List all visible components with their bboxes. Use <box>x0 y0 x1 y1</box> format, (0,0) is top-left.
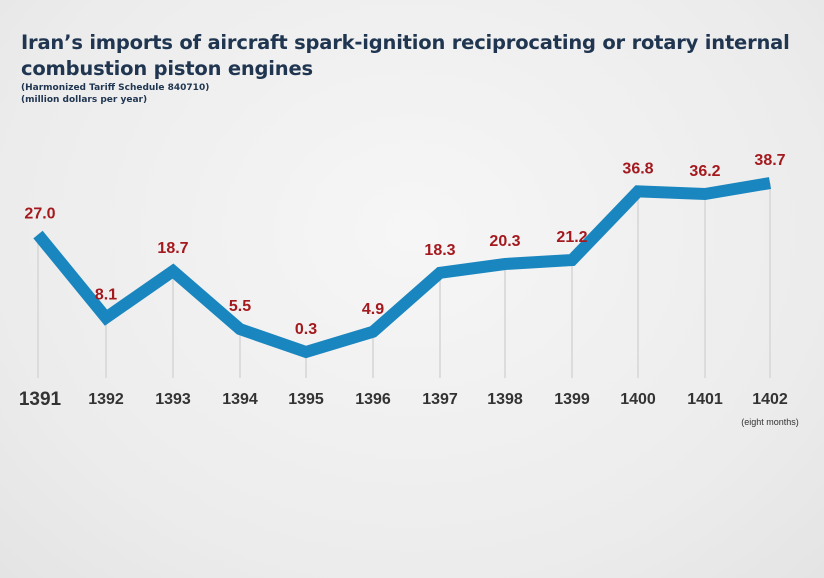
chart-unit: (million dollars per year) <box>21 95 148 105</box>
data-label: 36.2 <box>689 163 720 180</box>
x-tick-label: 1399 <box>554 391 590 408</box>
data-label: 18.3 <box>424 242 455 259</box>
data-label: 18.7 <box>157 240 188 257</box>
x-tick-label: 1398 <box>487 391 523 408</box>
x-tick-label: 1395 <box>288 391 324 408</box>
data-label: 36.8 <box>622 160 653 177</box>
x-tick-label: 1392 <box>88 391 124 408</box>
data-label: 4.9 <box>362 301 384 318</box>
data-label: 0.3 <box>295 321 317 338</box>
data-label: 20.3 <box>489 233 520 250</box>
x-tick-label: 1394 <box>222 391 258 408</box>
x-tick-label: 1402 <box>752 391 788 408</box>
x-tick-label: 1397 <box>422 391 458 408</box>
data-label: 38.7 <box>754 152 785 169</box>
x-tick-note: (eight months) <box>741 417 799 427</box>
x-tick-label: 1396 <box>355 391 391 408</box>
data-label: 21.2 <box>556 229 587 246</box>
chart-subtitle: (Harmonized Tariff Schedule 840710) <box>21 83 210 93</box>
series-line <box>33 177 772 359</box>
x-tick-label: 1400 <box>620 391 656 408</box>
chart-title: Iran’s imports of aircraft spark-ignitio… <box>21 31 790 80</box>
x-tick-label: 1393 <box>155 391 191 408</box>
data-label: 8.1 <box>95 287 117 304</box>
data-label: 27.0 <box>24 206 55 223</box>
x-tick-label: 1401 <box>687 391 723 408</box>
data-label: 5.5 <box>229 298 251 315</box>
x-tick-label: 1391 <box>19 389 62 410</box>
